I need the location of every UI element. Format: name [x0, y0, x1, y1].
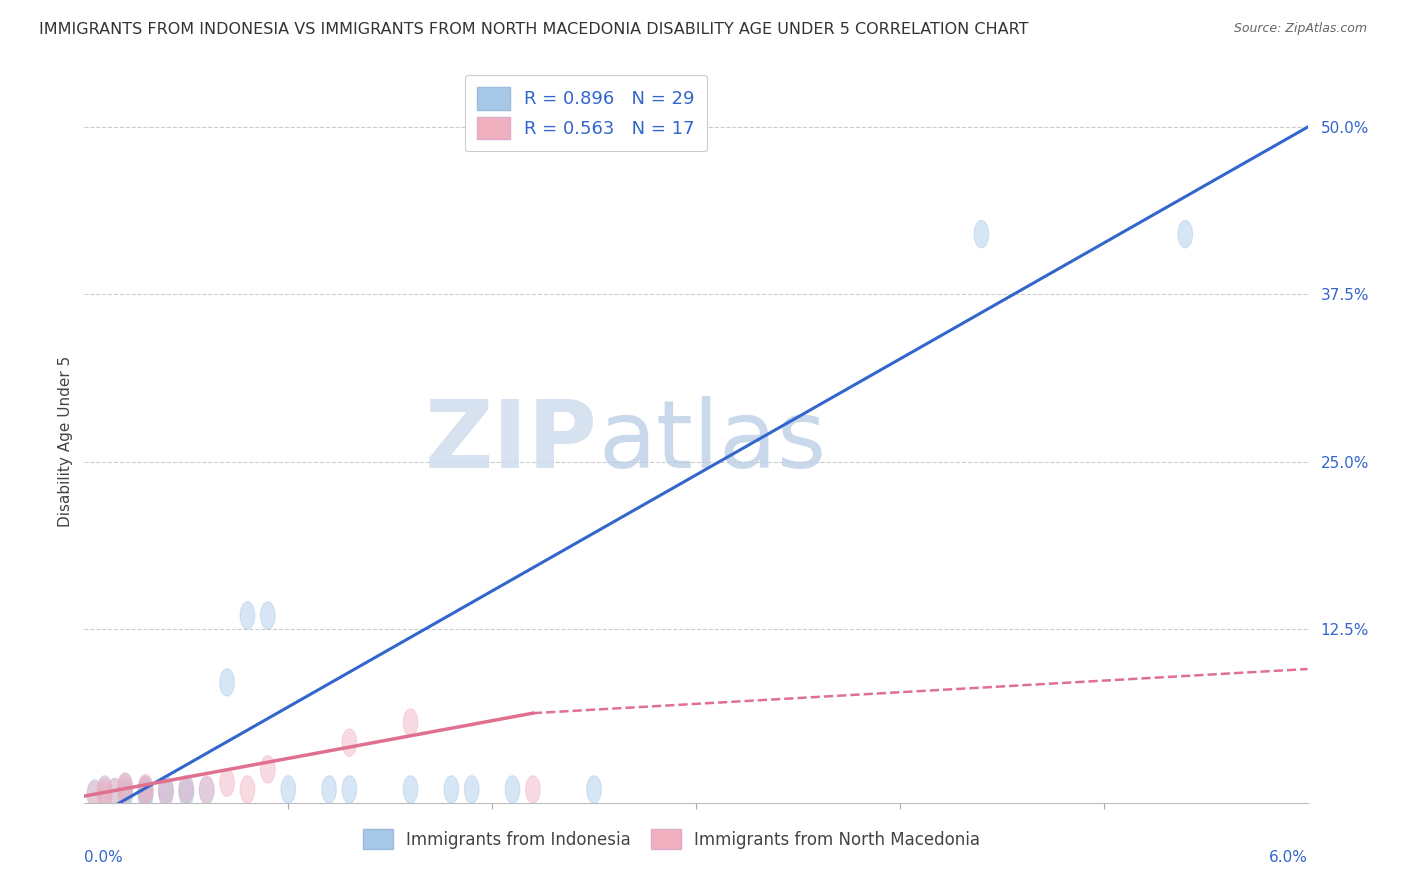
Ellipse shape [179, 776, 194, 803]
Ellipse shape [342, 729, 357, 756]
Ellipse shape [118, 776, 132, 803]
Text: ZIP: ZIP [425, 395, 598, 488]
Ellipse shape [159, 776, 173, 803]
Text: 6.0%: 6.0% [1268, 850, 1308, 864]
Ellipse shape [281, 776, 295, 803]
Ellipse shape [118, 781, 132, 808]
Ellipse shape [219, 769, 235, 797]
Text: IMMIGRANTS FROM INDONESIA VS IMMIGRANTS FROM NORTH MACEDONIA DISABILITY AGE UNDE: IMMIGRANTS FROM INDONESIA VS IMMIGRANTS … [39, 22, 1029, 37]
Ellipse shape [108, 779, 122, 805]
Ellipse shape [464, 776, 479, 803]
Ellipse shape [138, 776, 153, 803]
Ellipse shape [118, 773, 132, 800]
Text: 0.0%: 0.0% [84, 850, 124, 864]
Ellipse shape [260, 602, 276, 629]
Ellipse shape [219, 669, 235, 696]
Ellipse shape [260, 756, 276, 783]
Ellipse shape [118, 779, 132, 805]
Ellipse shape [586, 776, 602, 803]
Ellipse shape [108, 779, 122, 805]
Ellipse shape [138, 780, 153, 807]
Ellipse shape [526, 776, 540, 803]
Ellipse shape [138, 777, 153, 805]
Legend: Immigrants from Indonesia, Immigrants from North Macedonia: Immigrants from Indonesia, Immigrants fr… [356, 822, 987, 856]
Ellipse shape [87, 780, 101, 807]
Text: Source: ZipAtlas.com: Source: ZipAtlas.com [1233, 22, 1367, 36]
Ellipse shape [97, 780, 112, 807]
Ellipse shape [159, 779, 173, 805]
Ellipse shape [200, 777, 214, 805]
Ellipse shape [322, 776, 336, 803]
Ellipse shape [240, 602, 254, 629]
Ellipse shape [444, 776, 458, 803]
Ellipse shape [404, 709, 418, 736]
Ellipse shape [200, 776, 214, 803]
Ellipse shape [97, 777, 112, 805]
Text: atlas: atlas [598, 395, 827, 488]
Ellipse shape [97, 776, 112, 803]
Ellipse shape [404, 776, 418, 803]
Ellipse shape [505, 776, 520, 803]
Ellipse shape [342, 776, 357, 803]
Ellipse shape [138, 774, 153, 802]
Ellipse shape [138, 782, 153, 810]
Y-axis label: Disability Age Under 5: Disability Age Under 5 [58, 356, 73, 527]
Ellipse shape [97, 782, 112, 810]
Ellipse shape [159, 779, 173, 805]
Ellipse shape [974, 220, 988, 248]
Ellipse shape [240, 776, 254, 803]
Ellipse shape [179, 780, 194, 807]
Ellipse shape [1178, 220, 1192, 248]
Ellipse shape [179, 776, 194, 803]
Ellipse shape [118, 773, 132, 800]
Ellipse shape [87, 781, 101, 808]
Ellipse shape [138, 777, 153, 805]
